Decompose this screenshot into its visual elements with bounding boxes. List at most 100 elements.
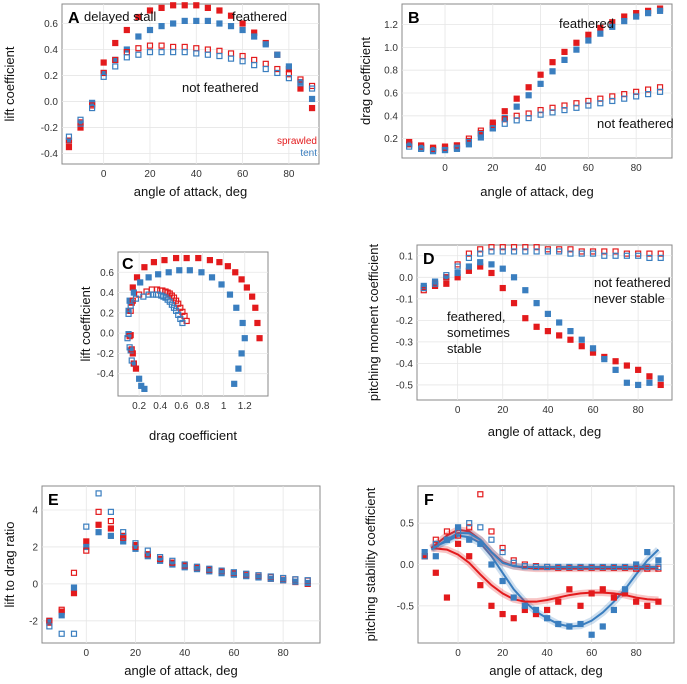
data-point xyxy=(120,538,127,545)
data-point xyxy=(138,382,145,389)
data-point xyxy=(239,58,246,65)
data-point xyxy=(537,71,544,78)
data-point xyxy=(441,143,449,150)
data-point xyxy=(83,543,90,551)
data-point xyxy=(216,52,223,60)
data-point xyxy=(158,4,165,12)
data-point xyxy=(567,328,574,335)
annotation: feathered, xyxy=(447,309,506,324)
y-tick-label: 4 xyxy=(32,506,38,517)
data-point xyxy=(443,536,451,543)
y-tick-label: -0.5 xyxy=(397,601,415,612)
data-point xyxy=(112,56,119,64)
data-point xyxy=(549,68,556,75)
data-point xyxy=(95,490,102,497)
data-point xyxy=(499,544,506,552)
y-tick-label: -0.4 xyxy=(41,149,59,160)
data-point xyxy=(443,528,451,535)
annotation: sometimes xyxy=(447,325,510,340)
data-point xyxy=(477,259,484,266)
data-point xyxy=(137,279,144,286)
data-point xyxy=(566,623,573,630)
y-tick-label: 0.0 xyxy=(100,329,114,340)
x-tick-label: 80 xyxy=(633,405,645,416)
x-tick-label: 0.4 xyxy=(153,401,167,412)
data-point xyxy=(429,148,437,155)
data-point xyxy=(285,63,293,70)
data-point xyxy=(227,55,235,62)
x-tick-label: 0 xyxy=(442,163,448,174)
data-point xyxy=(521,602,528,609)
data-point xyxy=(120,529,127,536)
x-tick-label: 0 xyxy=(84,648,90,659)
data-point xyxy=(254,319,261,327)
data-point xyxy=(633,93,640,100)
data-point xyxy=(252,304,259,311)
y-tick-label: 0.2 xyxy=(100,308,114,319)
data-point xyxy=(141,385,148,393)
x-tick-label: 80 xyxy=(631,648,643,659)
y-tick-label: 0 xyxy=(32,579,38,590)
data-point xyxy=(488,269,495,277)
data-point xyxy=(58,606,65,613)
data-point xyxy=(297,76,304,83)
data-point xyxy=(144,547,151,554)
data-point xyxy=(124,335,131,342)
data-point xyxy=(170,49,177,56)
data-point xyxy=(156,554,164,561)
data-point xyxy=(420,284,427,292)
data-point xyxy=(241,335,248,342)
data-point xyxy=(308,85,316,92)
data-point xyxy=(561,56,568,63)
data-point xyxy=(612,366,619,373)
data-point xyxy=(158,42,165,49)
data-point xyxy=(510,559,517,566)
data-point xyxy=(70,584,78,591)
data-point xyxy=(95,529,102,536)
data-point xyxy=(633,563,640,571)
data-point xyxy=(477,246,484,253)
data-point xyxy=(489,125,496,132)
data-point xyxy=(532,610,540,618)
data-point xyxy=(123,26,130,34)
data-point xyxy=(169,561,176,568)
x-tick-label: 20 xyxy=(144,169,156,180)
data-point xyxy=(644,602,651,609)
data-point xyxy=(243,570,250,577)
data-point xyxy=(525,84,532,91)
data-point xyxy=(556,332,563,339)
x-tick-label: 0 xyxy=(101,169,107,180)
data-point xyxy=(501,120,508,127)
x-tick-label: 60 xyxy=(228,648,240,659)
x-tick-label: 0.2 xyxy=(132,401,146,412)
legend-sprawled: sprawled xyxy=(277,136,317,147)
panel-c: 0.2 0.4 0.6 0.8 1 1.2 -0.4 -0.2 0.0 0.2 0.4 0.6 drag… xyxy=(78,251,269,443)
y-axis-label: lift coefficient xyxy=(78,286,93,361)
x-tick-label: 0.6 xyxy=(174,401,188,412)
data-point xyxy=(226,291,234,298)
data-point xyxy=(279,574,287,582)
data-point xyxy=(141,264,148,271)
data-point xyxy=(135,51,142,58)
data-point xyxy=(454,263,461,270)
data-point xyxy=(70,630,78,637)
data-point xyxy=(297,85,304,92)
data-point xyxy=(609,19,616,26)
data-point xyxy=(186,267,193,274)
annotation: not feathered xyxy=(182,80,259,95)
data-point xyxy=(573,39,580,46)
data-point xyxy=(501,108,508,115)
x-axis-label: angle of attack, deg xyxy=(489,663,602,678)
x-axis-label: angle of attack, deg xyxy=(480,184,593,199)
data-point xyxy=(216,20,223,27)
data-point xyxy=(133,274,141,281)
data-point xyxy=(227,12,235,19)
data-point xyxy=(561,48,568,56)
data-point xyxy=(589,349,597,356)
data-point xyxy=(239,20,246,27)
data-point xyxy=(477,130,484,138)
data-point xyxy=(262,65,269,73)
data-point xyxy=(136,375,143,382)
data-point xyxy=(612,252,619,259)
data-point xyxy=(158,49,165,56)
